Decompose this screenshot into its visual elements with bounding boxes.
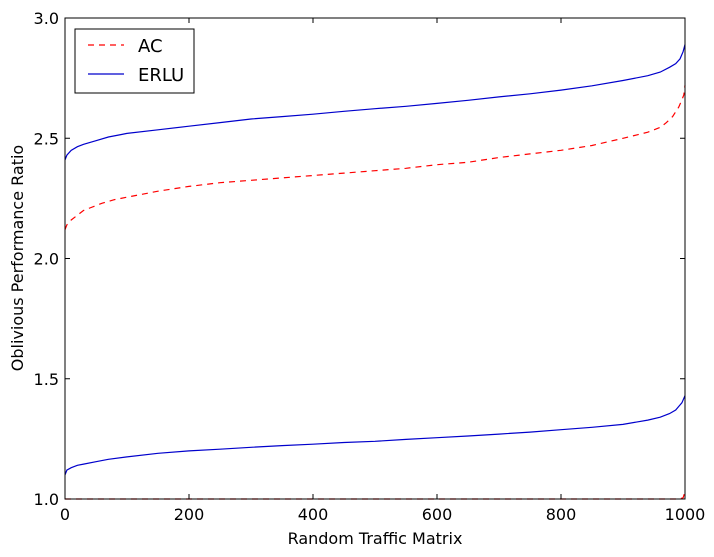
x-tick-label: 400	[298, 505, 329, 524]
y-tick-label: 1.0	[34, 490, 59, 509]
x-tick-label: 800	[546, 505, 577, 524]
x-tick-label: 1000	[665, 505, 706, 524]
y-axis-label: Oblivious Performance Ratio	[8, 145, 27, 371]
x-tick-label: 600	[422, 505, 453, 524]
legend-box	[74, 28, 195, 94]
series-line-erlu-2	[64, 44, 686, 161]
series-line-unnamed-1	[65, 491, 686, 500]
legend: AC ERLU	[74, 28, 195, 94]
x-axis-label: Random Traffic Matrix	[288, 529, 463, 548]
y-tick-label: 2.0	[34, 250, 59, 269]
y-tick-label: 3.0	[34, 9, 59, 28]
y-tick-label: 1.5	[34, 370, 59, 389]
series-line-unnamed-3	[64, 395, 686, 476]
legend-erlu-label: ERLU	[138, 65, 184, 86]
legend-ac-label: AC	[138, 36, 163, 57]
x-tick-label: 0	[60, 505, 70, 524]
y-tick-label: 2.5	[34, 129, 59, 148]
axis-ticks: 0 200 400 600 800 1000 1.0 1.5 2.0 2.5 3.0	[34, 9, 706, 524]
series-lines	[64, 44, 686, 500]
x-tick-label: 200	[174, 505, 205, 524]
series-line-ac-0	[64, 85, 686, 230]
